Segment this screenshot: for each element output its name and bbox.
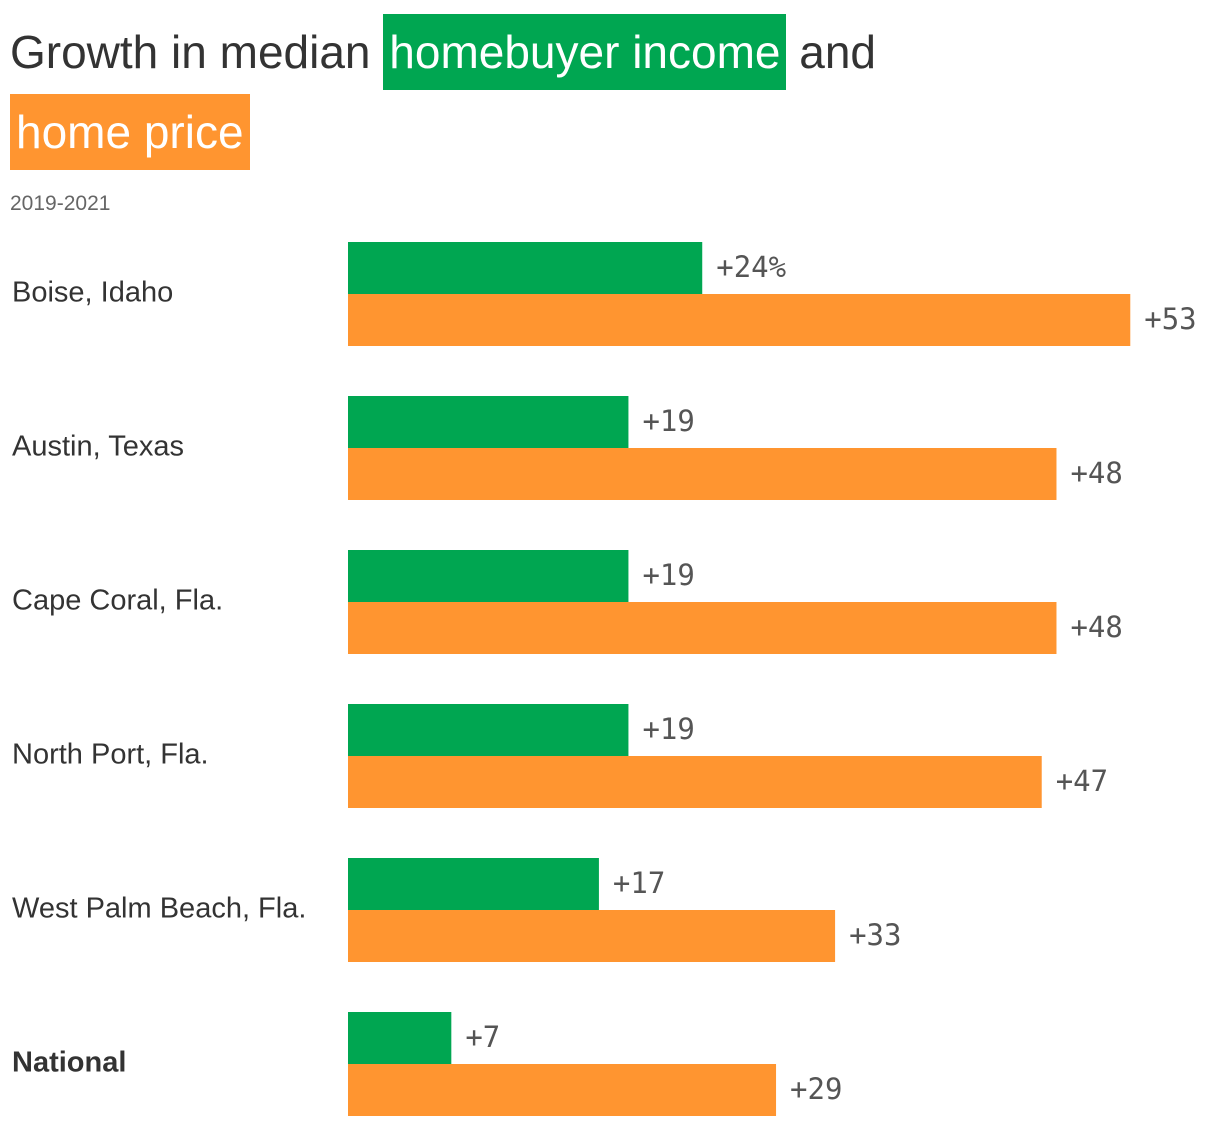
category-label: West Palm Beach, Fla. <box>12 893 306 925</box>
price-bar <box>348 602 1057 654</box>
category-label: National <box>12 1047 126 1079</box>
price-value-label: +48 <box>1070 456 1122 490</box>
income-value-label: +19 <box>642 712 694 746</box>
category-label: Austin, Texas <box>12 431 184 463</box>
title-middle: and <box>786 26 877 78</box>
income-value-label: +19 <box>642 404 694 438</box>
price-bar <box>348 294 1131 346</box>
title-series-price: home price <box>10 94 250 170</box>
price-value-label: +48 <box>1070 610 1122 644</box>
chart-title: Growth in median homebuyer income and hom… <box>10 12 1210 172</box>
income-value-label: +19 <box>642 558 694 592</box>
price-bar <box>348 910 836 962</box>
title-series-income: homebuyer income <box>383 14 787 90</box>
title-prefix: Growth in median <box>10 26 384 78</box>
price-value-label: +33 <box>849 918 901 952</box>
income-bar <box>348 1012 452 1064</box>
price-value-label: +47 <box>1056 764 1108 798</box>
income-bar <box>348 242 703 294</box>
price-bar <box>348 756 1042 808</box>
price-value-label: +29 <box>790 1072 842 1106</box>
income-bar <box>348 550 629 602</box>
income-bar <box>348 396 629 448</box>
income-bar <box>348 858 599 910</box>
price-value-label: +53 <box>1144 302 1196 336</box>
income-value-label: +17 <box>613 866 665 900</box>
income-value-label: +7 <box>465 1020 500 1054</box>
chart-subtitle: 2019-2021 <box>10 192 111 215</box>
income-value-label: +24% <box>716 250 786 284</box>
price-bar <box>348 1064 777 1116</box>
category-label: Boise, Idaho <box>12 277 173 309</box>
category-label: Cape Coral, Fla. <box>12 585 223 617</box>
income-bar <box>348 704 629 756</box>
price-bar <box>348 448 1057 500</box>
category-label: North Port, Fla. <box>12 739 209 771</box>
